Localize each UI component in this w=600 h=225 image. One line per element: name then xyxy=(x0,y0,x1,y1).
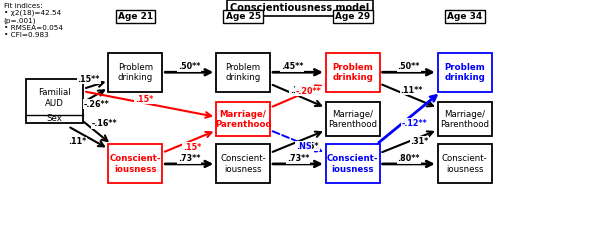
Text: Fit indices:
• χ2(18)=42.54
(p=.001)
• RMSEA=0.054
• CFI=0.983: Fit indices: • χ2(18)=42.54 (p=.001) • R… xyxy=(4,3,62,38)
Text: Age 34: Age 34 xyxy=(447,12,482,21)
FancyBboxPatch shape xyxy=(326,102,380,136)
Text: -.16**: -.16** xyxy=(92,119,117,128)
Text: .11*: .11* xyxy=(68,137,86,146)
Text: .18**: .18** xyxy=(290,86,312,95)
Text: Conscient-
iousness: Conscient- iousness xyxy=(327,154,379,174)
Text: Age 25: Age 25 xyxy=(226,12,260,21)
Text: Conscient-
iousness: Conscient- iousness xyxy=(442,154,487,174)
Text: Problem
drinking: Problem drinking xyxy=(226,63,261,82)
Text: .15*: .15* xyxy=(134,95,153,104)
Text: Marriage/
Parenthood: Marriage/ Parenthood xyxy=(328,110,377,129)
Text: Sex: Sex xyxy=(47,114,62,123)
Text: .50**: .50** xyxy=(178,62,200,71)
Text: .NS: .NS xyxy=(296,142,312,151)
Text: Conscientiousness model: Conscientiousness model xyxy=(230,3,370,13)
FancyBboxPatch shape xyxy=(109,53,163,92)
Text: .31*: .31* xyxy=(410,137,428,146)
Text: .73**: .73** xyxy=(178,154,200,163)
Text: Marriage/
Parenthood: Marriage/ Parenthood xyxy=(440,110,489,129)
Text: Familial
AUD: Familial AUD xyxy=(38,88,71,108)
Text: .50**: .50** xyxy=(397,62,420,71)
Text: .15*: .15* xyxy=(183,143,202,152)
FancyBboxPatch shape xyxy=(109,144,163,184)
FancyBboxPatch shape xyxy=(437,102,491,136)
Text: Age 21: Age 21 xyxy=(118,12,153,21)
Text: .15**: .15** xyxy=(77,75,100,84)
Text: Problem
drinking: Problem drinking xyxy=(118,63,153,82)
Text: Age 29: Age 29 xyxy=(335,12,370,21)
Text: .11**: .11** xyxy=(400,86,423,95)
Text: -.26**: -.26** xyxy=(84,99,110,108)
Text: Conscient-
iousness: Conscient- iousness xyxy=(110,154,161,174)
FancyBboxPatch shape xyxy=(216,144,270,184)
FancyBboxPatch shape xyxy=(326,144,380,184)
Text: Problem
drinking: Problem drinking xyxy=(444,63,485,82)
FancyBboxPatch shape xyxy=(216,53,270,92)
Text: .45**: .45** xyxy=(281,62,303,71)
Text: Marriage/
Parenthood: Marriage/ Parenthood xyxy=(215,110,271,129)
Text: Problem
drinking: Problem drinking xyxy=(332,63,373,82)
FancyBboxPatch shape xyxy=(26,79,83,123)
FancyBboxPatch shape xyxy=(326,53,380,92)
FancyBboxPatch shape xyxy=(437,53,491,92)
FancyBboxPatch shape xyxy=(437,144,491,184)
Text: .80**: .80** xyxy=(397,154,420,163)
FancyBboxPatch shape xyxy=(216,102,270,136)
Text: Conscient-
iousness: Conscient- iousness xyxy=(220,154,266,174)
Text: .73**: .73** xyxy=(287,154,309,163)
Text: -.15*: -.15* xyxy=(298,142,319,151)
Text: -.12**: -.12** xyxy=(402,119,428,128)
Text: -.20**: -.20** xyxy=(296,87,322,96)
